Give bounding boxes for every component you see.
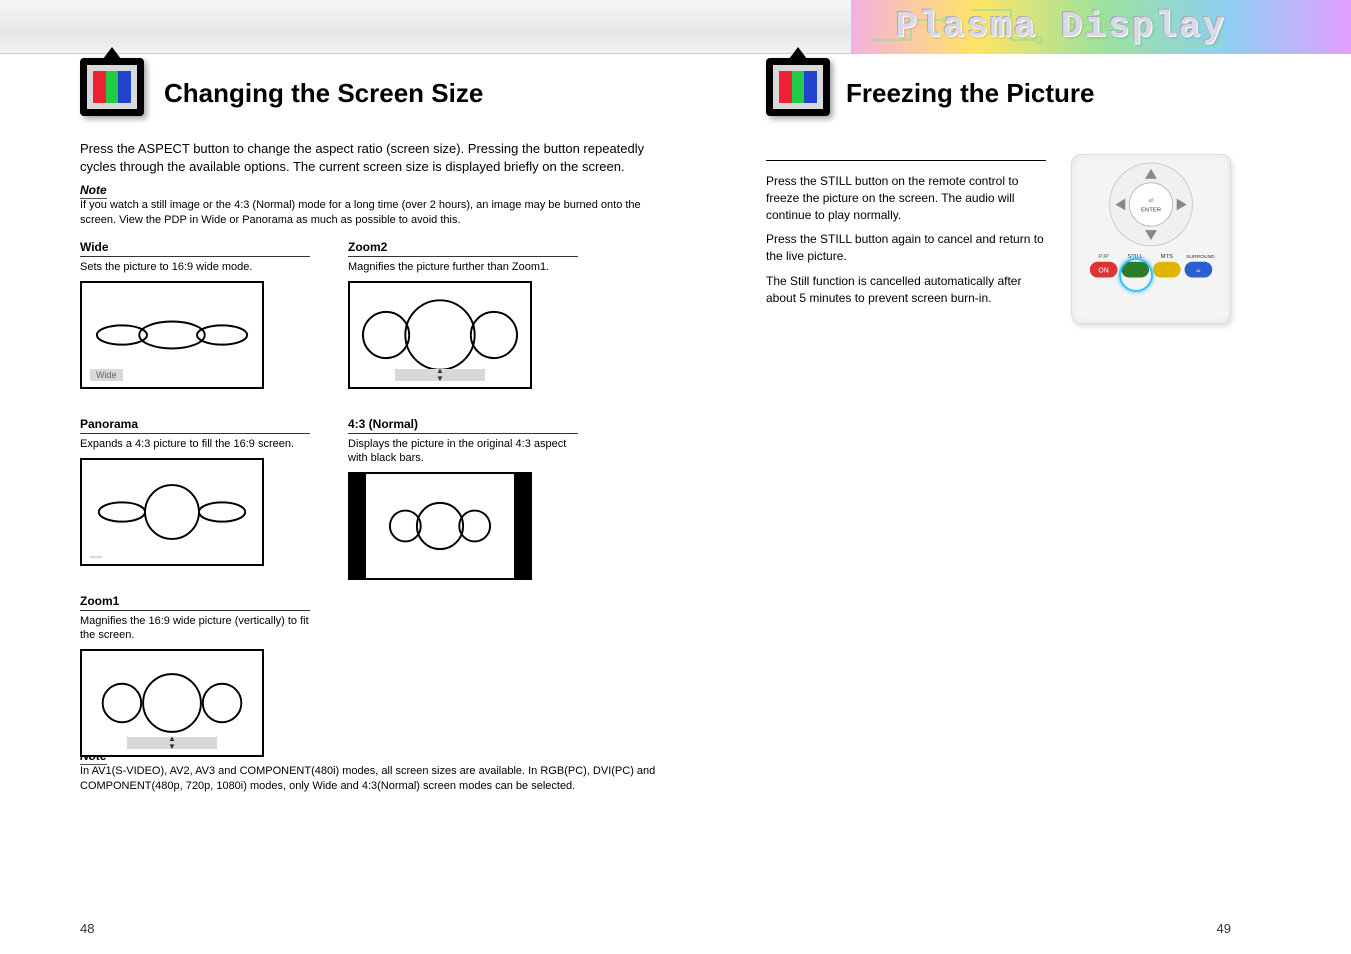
svg-text:P.IP: P.IP xyxy=(1098,254,1108,260)
thumb-title: Zoom2 xyxy=(348,240,578,257)
svg-text:MTS: MTS xyxy=(1161,254,1174,260)
section-heading-left: Changing the Screen Size xyxy=(164,78,483,109)
thumb-label: Wide xyxy=(90,369,123,381)
note-label: Note xyxy=(80,183,107,199)
thumb-image xyxy=(80,458,264,566)
svg-text:∞: ∞ xyxy=(1196,269,1200,275)
right-body: Press the STILL button on the remote con… xyxy=(766,140,1046,315)
thumb-image: Wide xyxy=(80,281,264,389)
page-number-left: 48 xyxy=(80,921,94,936)
thumb-caption: Magnifies the picture further than Zoom1… xyxy=(348,261,578,275)
thumb-image xyxy=(348,472,532,580)
thumb-image: ▲▼ xyxy=(348,281,532,389)
thumb-caption: Magnifies the 16:9 wide picture (vertica… xyxy=(80,615,310,643)
page-number-right: 49 xyxy=(1217,921,1231,936)
thumb-title: Panorama xyxy=(80,417,310,434)
still-button-highlight-icon xyxy=(1119,258,1153,292)
tv-icon xyxy=(80,58,144,116)
thumb-zoom1: Zoom1 Magnifies the 16:9 wide picture (v… xyxy=(80,594,310,757)
mts-button[interactable] xyxy=(1153,262,1181,278)
enter-label: ENTER xyxy=(1141,207,1161,213)
thumb-normal: 4:3 (Normal) Displays the picture in the… xyxy=(348,417,578,580)
right-p2: Press the STILL button again to cancel a… xyxy=(766,231,1046,265)
note1-text: If you watch a still image or the 4:3 (N… xyxy=(80,198,670,228)
thumb-caption: Sets the picture to 16:9 wide mode. xyxy=(80,261,310,275)
thumb-caption: Displays the picture in the original 4:3… xyxy=(348,438,578,466)
banner-title: Plasma Display xyxy=(896,6,1226,47)
svg-text:⏎: ⏎ xyxy=(1149,197,1154,204)
thumb-image: ▲▼ xyxy=(80,649,264,757)
right-p1: Press the STILL button on the remote con… xyxy=(766,173,1046,223)
zoom-arrows-icon: ▲▼ xyxy=(395,369,485,381)
section-heading-right: Freezing the Picture xyxy=(846,78,1095,109)
tv-icon xyxy=(766,58,830,116)
remote-illustration: ⏎ ENTER P.IP STILL MTS SURROUND ON ∞ xyxy=(1071,154,1231,324)
zoom-arrows-icon: ▲▼ xyxy=(127,737,217,749)
thumb-panorama: Panorama Expands a 4:3 picture to fill t… xyxy=(80,417,310,566)
intro-text: Press the ASPECT button to change the as… xyxy=(80,140,670,175)
thumb-label xyxy=(90,556,102,558)
thumb-zoom2: Zoom2 Magnifies the picture further than… xyxy=(348,240,578,389)
thumb-caption: Expands a 4:3 picture to fill the 16:9 s… xyxy=(80,438,310,452)
thumb-title: Wide xyxy=(80,240,310,257)
thumb-title: 4:3 (Normal) xyxy=(348,417,578,434)
divider xyxy=(766,160,1046,161)
thumb-column-1: Wide Sets the picture to 16:9 wide mode.… xyxy=(80,240,310,785)
thumb-wide: Wide Sets the picture to 16:9 wide mode.… xyxy=(80,240,310,389)
top-banner: Plasma Display xyxy=(0,0,1351,54)
svg-text:SURROUND: SURROUND xyxy=(1186,254,1215,260)
svg-text:ON: ON xyxy=(1098,268,1108,275)
thumb-column-2: Zoom2 Magnifies the picture further than… xyxy=(348,240,578,608)
thumb-title: Zoom1 xyxy=(80,594,310,611)
right-p3: The Still function is cancelled automati… xyxy=(766,273,1046,307)
